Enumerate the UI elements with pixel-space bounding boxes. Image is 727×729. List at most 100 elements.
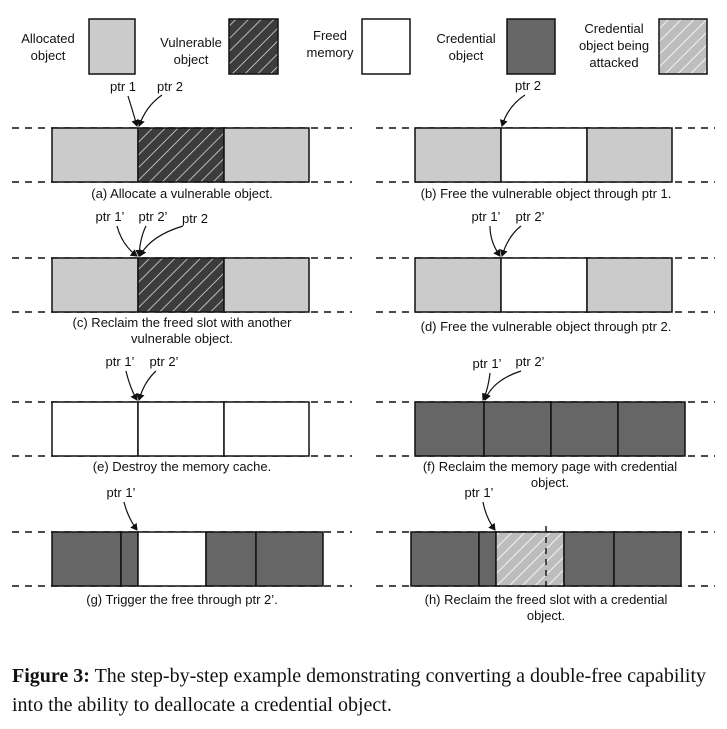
pointer-arrow bbox=[127, 95, 140, 127]
slot-credential bbox=[483, 401, 552, 457]
pointer-arrow bbox=[137, 94, 163, 127]
slot-attacked bbox=[495, 531, 565, 587]
pointer-label: ptr 1’ bbox=[106, 354, 135, 369]
pointer-label: ptr 1 bbox=[110, 79, 136, 94]
panel-caption: vulnerable object. bbox=[131, 331, 233, 346]
pointer-arrow bbox=[116, 225, 138, 257]
slot-credential bbox=[617, 401, 686, 457]
pointer-label: ptr 2’ bbox=[516, 354, 545, 369]
legend-item-credential: Credential object bbox=[436, 18, 556, 75]
slot-allocated bbox=[51, 127, 139, 183]
pointer-label: ptr 2’ bbox=[150, 354, 179, 369]
panel-caption: object. bbox=[527, 608, 565, 623]
panel-caption: (a) Allocate a vulnerable object. bbox=[91, 186, 272, 201]
panel-f: ptr 1’ ptr 2’ (f) Reclaim the memory page … bbox=[376, 354, 715, 490]
pointer-label: ptr 2’ bbox=[516, 209, 545, 224]
legend-swatch-allocated bbox=[88, 18, 136, 75]
legend-label: Freed bbox=[313, 28, 347, 43]
legend-item-vulnerable: Vulnerable object bbox=[160, 18, 279, 75]
legend-label: object bbox=[174, 52, 209, 67]
pointer-label: ptr 1’ bbox=[96, 209, 125, 224]
legend-label: object bbox=[449, 48, 484, 63]
slot-credential bbox=[205, 531, 257, 587]
legend-label: Allocated bbox=[21, 31, 74, 46]
figure-text: The step-by-step example demonstrating c… bbox=[12, 665, 707, 716]
slot-freed bbox=[500, 257, 588, 313]
panel-caption: (c) Reclaim the freed slot with another bbox=[73, 315, 293, 330]
panel-g: ptr 1’ (g) Trigger the free through ptr 2… bbox=[12, 485, 352, 607]
slot-freed bbox=[223, 401, 310, 457]
slot-allocated bbox=[51, 257, 139, 313]
legend-item-allocated: Allocated object bbox=[21, 18, 136, 75]
legend-label: memory bbox=[307, 45, 354, 60]
pointer-label: ptr 1’ bbox=[465, 485, 494, 500]
panel-caption: (b) Free the vulnerable object through p… bbox=[421, 186, 672, 201]
slot-freed bbox=[137, 401, 225, 457]
legend-swatch-credential bbox=[506, 18, 556, 75]
legend-label: object bbox=[31, 48, 66, 63]
panel-caption: (e) Destroy the memory cache. bbox=[93, 459, 271, 474]
legend-label: Credential bbox=[436, 31, 495, 46]
pointer-label: ptr 2’ bbox=[139, 209, 168, 224]
panel-caption: (g) Trigger the free through ptr 2’. bbox=[86, 592, 277, 607]
slot-allocated bbox=[414, 127, 502, 183]
panel-caption: (h) Reclaim the freed slot with a creden… bbox=[425, 592, 668, 607]
pointer-arrow bbox=[499, 225, 522, 257]
pointer-arrow bbox=[125, 370, 138, 401]
slot-credential bbox=[410, 531, 480, 587]
slot-vulnerable bbox=[137, 127, 225, 183]
panel-c: ptr 1’ ptr 2’ ptr 2 (c) Reclaim the freed s… bbox=[12, 209, 352, 346]
panel-caption: object. bbox=[531, 475, 569, 490]
pointer-arrow bbox=[139, 225, 184, 257]
slot-credential bbox=[51, 531, 122, 587]
slot-credential bbox=[613, 531, 682, 587]
slot-credential bbox=[255, 531, 324, 587]
panel-a: ptr 1 ptr 2 (a) Allocate a vulnerable obje… bbox=[12, 79, 352, 201]
panel-b: ptr 2 (b) Free the vulnerable object thro… bbox=[376, 78, 715, 201]
slot-credential bbox=[414, 401, 485, 457]
panels: ptr 1 ptr 2 (a) Allocate a vulnerable obje… bbox=[12, 78, 715, 623]
slot-allocated bbox=[414, 257, 502, 313]
pointer-label: ptr 1’ bbox=[107, 485, 136, 500]
slot-credential bbox=[550, 401, 619, 457]
slot-freed bbox=[500, 127, 588, 183]
figure-caption: Figure 3: The step-by-step example demon… bbox=[12, 662, 717, 720]
legend-label: Credential bbox=[584, 21, 643, 36]
legend-label: Vulnerable bbox=[160, 35, 222, 50]
legend-swatch-attacked bbox=[658, 18, 708, 75]
legend-swatch-freed bbox=[361, 18, 411, 75]
slot-credential bbox=[478, 531, 497, 587]
panel-caption: (d) Free the vulnerable object through p… bbox=[421, 319, 672, 334]
slot-freed bbox=[51, 401, 139, 457]
pointer-arrow bbox=[483, 370, 522, 401]
pointer-label: ptr 2 bbox=[182, 211, 208, 226]
legend-label: attacked bbox=[589, 55, 638, 70]
slot-vulnerable bbox=[137, 257, 225, 313]
slot-allocated bbox=[223, 127, 310, 183]
pointer-label: ptr 2 bbox=[157, 79, 183, 94]
pointer-label: ptr 2 bbox=[515, 78, 541, 93]
pointer-arrow bbox=[482, 501, 496, 531]
legend-swatch-vulnerable bbox=[228, 18, 279, 75]
slot-allocated bbox=[586, 257, 673, 313]
pointer-label: ptr 1’ bbox=[472, 209, 501, 224]
pointer-arrow bbox=[123, 501, 138, 531]
legend: Allocated object Vulnerable object Freed memo… bbox=[21, 18, 708, 75]
panel-caption: (f) Reclaim the memory page with credent… bbox=[423, 459, 677, 474]
legend-item-freed: Freed memory bbox=[307, 18, 411, 75]
pointer-arrow bbox=[489, 225, 501, 257]
slot-allocated bbox=[223, 257, 310, 313]
legend-item-attacked: Credential object being attacked bbox=[579, 18, 708, 75]
pointer-arrow bbox=[499, 94, 526, 127]
slot-credential bbox=[563, 531, 615, 587]
panel-e: ptr 1’ ptr 2’ (e) Destroy the memory cache… bbox=[12, 354, 352, 474]
panel-d: ptr 1’ ptr 2’ (d) Free the vulnerable obje… bbox=[376, 209, 715, 334]
pointer-label: ptr 1’ bbox=[473, 356, 502, 371]
pointer-arrow bbox=[136, 370, 157, 401]
figure-label: Figure 3: bbox=[12, 665, 90, 687]
panel-h: ptr 1’ (h) Reclaim the freed slot with a … bbox=[376, 485, 715, 623]
slot-freed bbox=[137, 531, 207, 587]
legend-label: object being bbox=[579, 38, 649, 53]
slot-allocated bbox=[586, 127, 673, 183]
